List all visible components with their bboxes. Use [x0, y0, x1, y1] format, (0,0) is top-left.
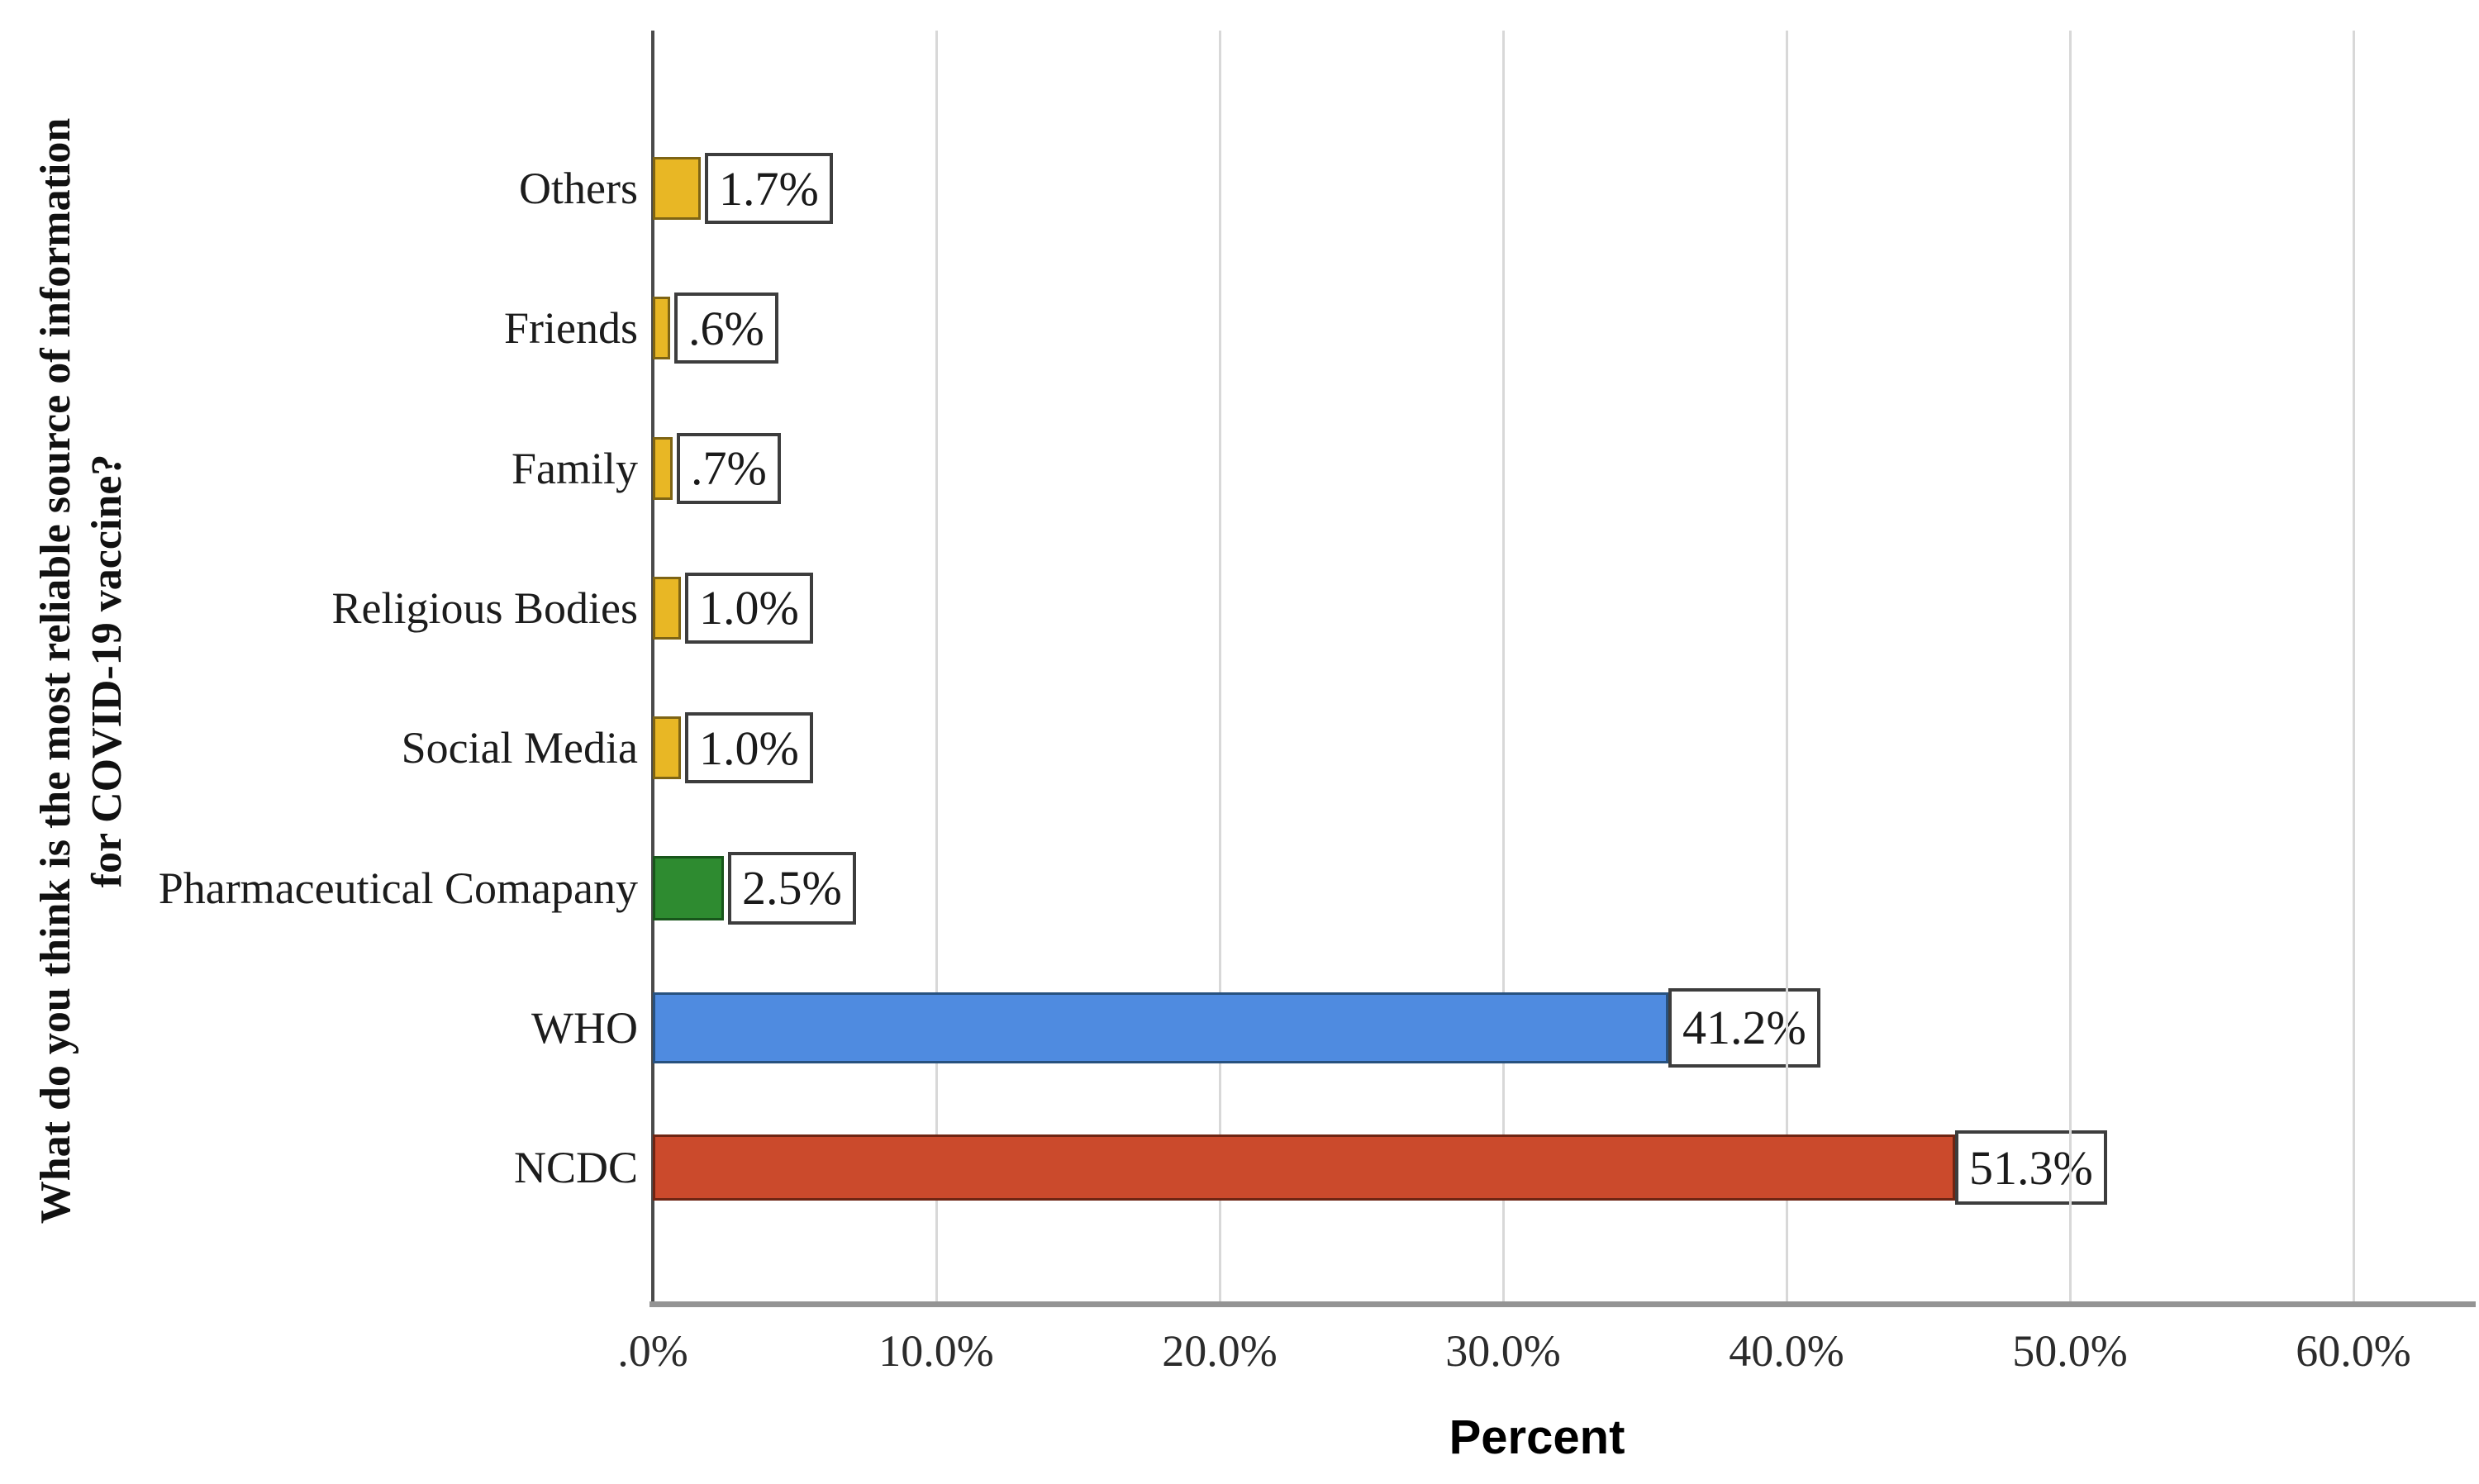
gridline	[1786, 31, 1788, 1301]
category-label: Family	[511, 443, 638, 493]
category-label: Pharmaceutical Comapany	[158, 863, 638, 913]
gridline	[1219, 31, 1221, 1301]
x-tick-label: 20.0%	[1162, 1326, 1278, 1376]
bar-who	[653, 992, 1668, 1063]
x-tick-label: .0%	[617, 1326, 688, 1376]
bar-pharmaceutical-comapany	[653, 855, 724, 920]
category-label: Others	[519, 164, 638, 213]
gridline	[935, 31, 938, 1301]
bar-social-media	[653, 716, 681, 780]
x-tick-label: 50.0%	[2012, 1326, 2128, 1376]
x-tick-label: 40.0%	[1729, 1326, 1844, 1376]
category-label: WHO	[531, 1002, 638, 1053]
value-label: 1.0%	[685, 572, 813, 644]
value-label: .6%	[674, 293, 778, 364]
x-tick-label: 10.0%	[878, 1326, 994, 1376]
value-label: 1.0%	[685, 712, 813, 784]
category-label: Friends	[504, 303, 638, 354]
value-label: 2.5%	[728, 851, 856, 925]
gridline	[2069, 31, 2072, 1301]
x-tick-label: 30.0%	[1445, 1326, 1561, 1376]
y-axis-line	[651, 31, 654, 1301]
bar-religious-bodies	[653, 576, 681, 640]
plot-area: 1.7% .6% .7% 1.0% 1.0% 2.5% 41.2% 51.3%	[651, 31, 2476, 1301]
value-label: 51.3%	[1955, 1130, 2107, 1206]
x-axis-line	[649, 1301, 2476, 1307]
value-label: 1.7%	[705, 153, 833, 224]
gridline	[1502, 31, 1505, 1301]
category-label: Religious Bodies	[331, 583, 638, 633]
bar-family	[653, 436, 673, 500]
value-label: 41.2%	[1668, 987, 1820, 1068]
category-label: Social Media	[401, 723, 638, 773]
value-label: .7%	[677, 432, 781, 504]
bar-friends	[653, 297, 670, 360]
x-axis-title: Percent	[1449, 1410, 1625, 1464]
category-label: NCDC	[513, 1143, 638, 1193]
bar-ncdc	[653, 1134, 1955, 1201]
x-tick-label: 60.0%	[2296, 1326, 2411, 1376]
gridline	[2353, 31, 2355, 1301]
bar-others	[653, 157, 701, 220]
